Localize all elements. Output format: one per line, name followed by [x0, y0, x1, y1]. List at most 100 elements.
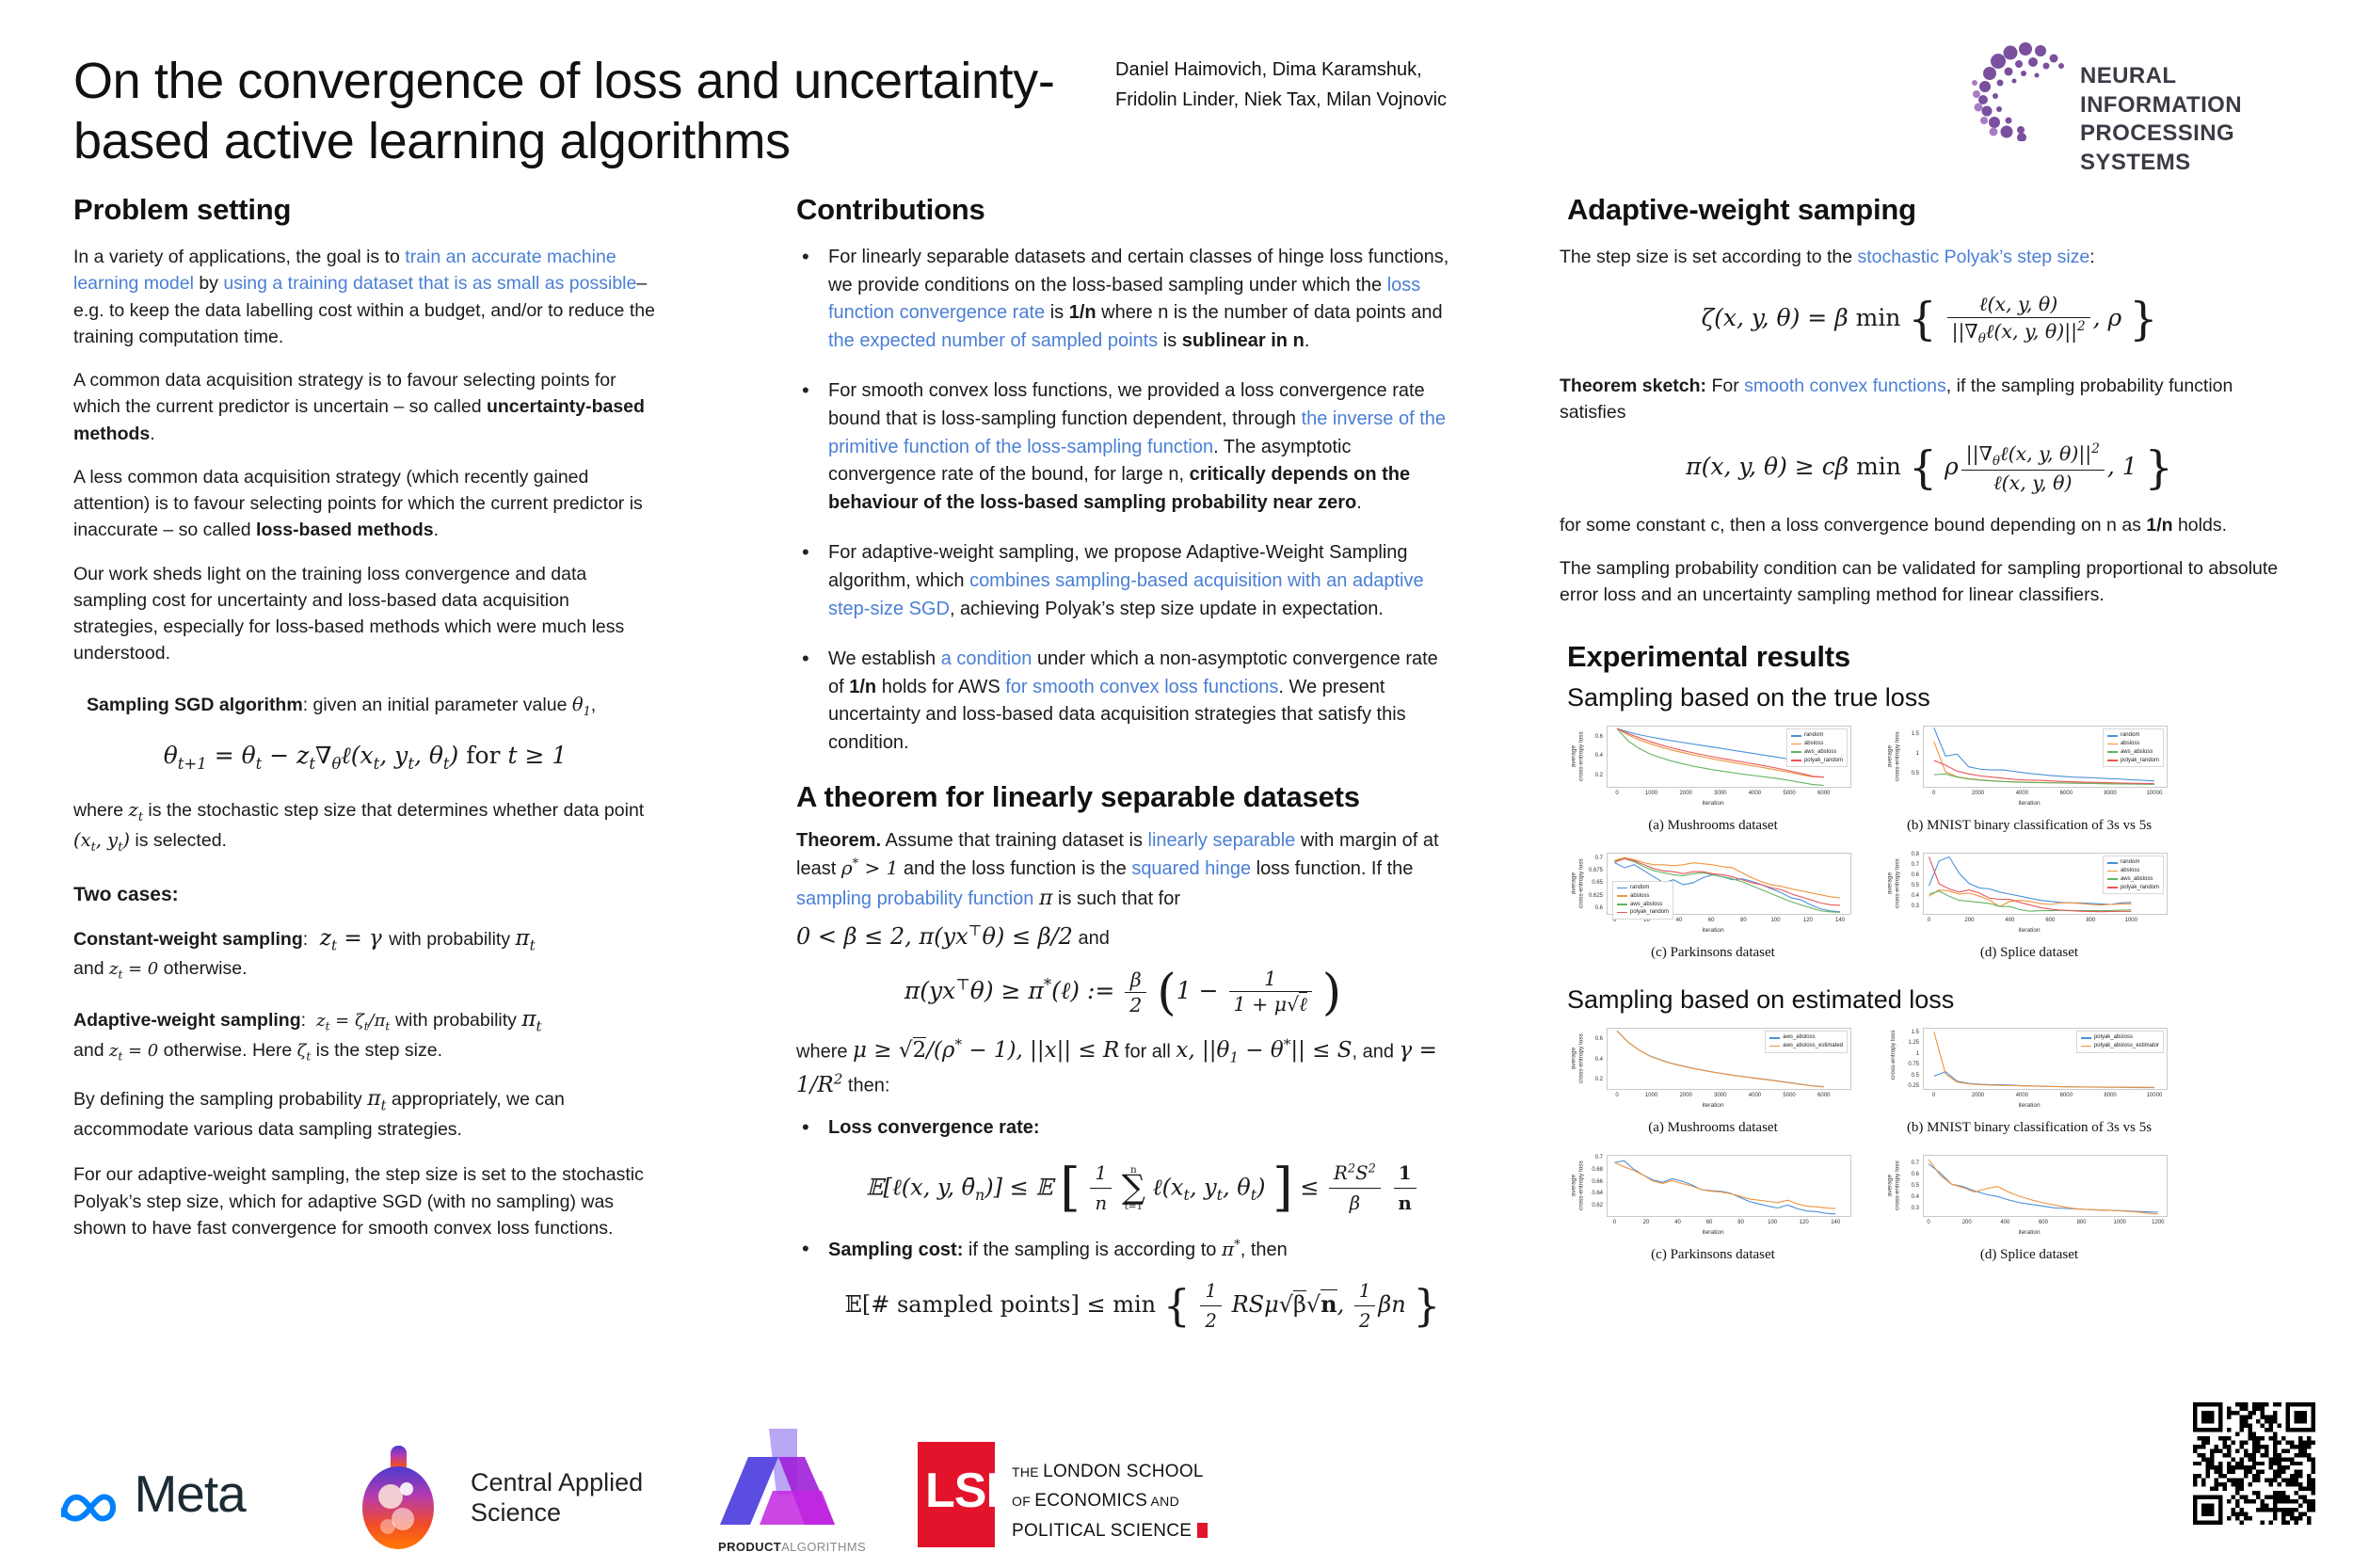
- legend-label: polyak_absloss_estimator: [2093, 1043, 2159, 1049]
- legend-item: absloss: [1617, 892, 1669, 901]
- series-aws_absloss: [1929, 890, 2132, 913]
- th-andword: , and: [1352, 1041, 1394, 1063]
- legend-item: aws_absloss: [2106, 875, 2159, 884]
- legend-label: aws_absloss: [1783, 1034, 1816, 1041]
- legend-item: polyak_random: [2106, 757, 2159, 765]
- th-b: with margin of at least: [796, 829, 1439, 880]
- x-axis-label: iteration: [1702, 800, 1724, 808]
- chart-plot-est-b: 0.25 0.5 0.75 1 1.25 1.5 0 2000 4000 6000 8000 1000…: [1883, 1022, 2175, 1114]
- series-absloss: [1614, 857, 1841, 899]
- lse-line-3: POLITICAL SCIENCE: [1012, 1516, 1208, 1545]
- c1-bold1: 1/n: [1068, 302, 1096, 324]
- th-where: where: [796, 1041, 848, 1063]
- chart-est-a: 0.2 0.4 0.6 0 1000 2000 3000 4000 5000 6000 iterat…: [1567, 1022, 1859, 1145]
- qr-code-icon[interactable]: [2193, 1402, 2315, 1525]
- chart-caption: (b) MNIST binary classification of 3s vs…: [1906, 1120, 2153, 1136]
- x-tick-label: 6000: [1817, 1093, 1831, 1099]
- author-line-1: Daniel Haimovich, Dima Karamshuk,: [1115, 59, 1422, 80]
- series-polyak_random: [1616, 728, 1824, 778]
- adaptive-otherwise: otherwise.: [163, 1039, 248, 1061]
- x-tick-label: 600: [2038, 1220, 2048, 1226]
- by-defining-b: appropriately, we can accommodate variou…: [73, 1088, 565, 1141]
- lse-red-square-icon: [1196, 1522, 1208, 1538]
- legend-item: aws_absloss: [2106, 748, 2159, 757]
- x-tick-label: 60: [1705, 1220, 1713, 1226]
- product-algorithms-logo: PRODUCTALGORITHMS: [711, 1429, 918, 1560]
- adaptive-here: Here: [251, 1039, 293, 1061]
- legend-label: absloss: [2120, 741, 2140, 747]
- lse-line-1: THE LONDON SCHOOL: [1012, 1457, 1208, 1486]
- lse-red-block: [918, 1442, 995, 1547]
- y-tick-label: 1.5: [1911, 1029, 1919, 1035]
- y-tick-label: 0.4: [1911, 1194, 1919, 1201]
- x-tick-label: 0: [1615, 791, 1619, 797]
- th-link1: linearly separable: [1147, 829, 1296, 851]
- heading-adaptive-weight: Adaptive-weight samping: [1567, 193, 1916, 226]
- series-random: [1933, 728, 2154, 782]
- two-cases-label: Two cases:: [73, 884, 179, 906]
- neurips-swirl-icon: [1972, 42, 2064, 142]
- author-line-2: Fridolin Linder, Niek Tax, Milan Vojnovi…: [1115, 89, 1448, 111]
- adaptive-colon: :: [300, 1010, 312, 1032]
- chart-plot-true-c: 0.6 0.625 0.65 0.675 0.7 0 20 40 60 80 100 120 140 it…: [1567, 847, 1859, 939]
- c1-link2: the expected number of sampled points: [828, 329, 1159, 351]
- x-tick-label: 2000: [1679, 1093, 1692, 1099]
- y-tick-label: 0.7: [1594, 1155, 1603, 1161]
- where-b: is the stochastic step size that determi…: [148, 800, 645, 822]
- problem-paragraph-2: A common data acquisition strategy is to…: [73, 367, 657, 447]
- legend-label: random: [1803, 732, 1824, 739]
- page-title: On the convergence of loss and uncertain…: [73, 53, 1055, 169]
- chart-legend: aws_absloss aws_absloss_estimated: [1765, 1031, 1848, 1053]
- y-tick-label: 0.6: [1594, 733, 1603, 740]
- series-polyak_random: [1928, 856, 2132, 913]
- x-tick-label: 100: [1770, 918, 1781, 924]
- meta-logo: Meta: [56, 1464, 247, 1530]
- series-absloss: [1929, 889, 2132, 908]
- by-defining-a: By defining the sampling probability: [73, 1088, 362, 1110]
- problem-paragraph-3: A less common data acquisition strategy …: [73, 464, 657, 544]
- x-tick-label: 120: [1802, 918, 1813, 924]
- chart-grid-estimated-loss: 0.2 0.4 0.6 0 1000 2000 3000 4000 5000 6000 iterat…: [1567, 1022, 2301, 1272]
- theorem-condition-line: 0 < β ≤ 2, π(yx⊤θ) ≤ β/2 and: [796, 921, 1110, 951]
- x-tick-label: 5000: [1783, 791, 1796, 797]
- y-tick-label: 0.25: [1908, 1083, 1919, 1090]
- y-tick-label: 0.6: [1594, 905, 1603, 912]
- c1-link1: loss function convergence rate: [828, 274, 1421, 324]
- ps-p1-b: by: [193, 273, 224, 295]
- legend-label: polyak_random: [2120, 757, 2159, 763]
- x-axis-label: iteration: [1702, 1102, 1724, 1110]
- x-axis-label: iteration: [2018, 800, 2041, 808]
- neurips-text-line-2: PROCESSING SYSTEMS: [2080, 120, 2235, 176]
- chart-caption: (c) Parkinsons dataset: [1651, 945, 1775, 961]
- chart-est-c: 0.62 0.64 0.66 0.68 0.7 0 20 40 60 80 100 120 140 ite…: [1567, 1149, 1859, 1272]
- legend-swatch: [2080, 1036, 2091, 1039]
- legend-label: polyak_random: [2120, 884, 2159, 890]
- ps-p2-b: .: [150, 423, 155, 444]
- y-axis-label: average cross-entropy loss: [1570, 1160, 1584, 1211]
- x-tick-label: 800: [2076, 1220, 2087, 1226]
- flask-icon: [362, 1446, 434, 1549]
- th-link3: sampling probability function: [796, 888, 1034, 909]
- lse-the: THE: [1012, 1464, 1044, 1480]
- product-algorithms-mark-icon: [720, 1429, 835, 1525]
- aw-p1-link: stochastic Polyak’s step size: [1857, 247, 2090, 267]
- x-tick-label: 6000: [2059, 791, 2073, 797]
- chart-caption: (d) Splice dataset: [1979, 945, 2079, 961]
- series-aws_absloss: [1614, 1160, 1836, 1215]
- chart-caption: (d) Splice dataset: [1979, 1247, 2079, 1263]
- legend-swatch: [2106, 887, 2118, 888]
- qr-code[interactable]: [2193, 1402, 2315, 1525]
- lse-letters: LSE: [925, 1464, 1018, 1518]
- y-tick-label: 0.7: [1911, 861, 1919, 868]
- x-tick-label: 200: [1964, 918, 1975, 924]
- series-polyak_random: [1933, 760, 2154, 785]
- x-tick-label: 2000: [1971, 1093, 1985, 1099]
- th-and: and: [1072, 928, 1110, 950]
- ps-p3-a: A less common data acquisition strategy …: [73, 466, 643, 541]
- x-tick-label: 20: [1642, 1220, 1650, 1226]
- legend-item: absloss: [2106, 867, 2159, 875]
- legend-label: polyak_absloss: [2093, 1034, 2133, 1041]
- c4-bold: 1/n: [849, 676, 877, 697]
- plot-lines: [1614, 1160, 1836, 1215]
- series-polyak_absloss: [1933, 1071, 2154, 1089]
